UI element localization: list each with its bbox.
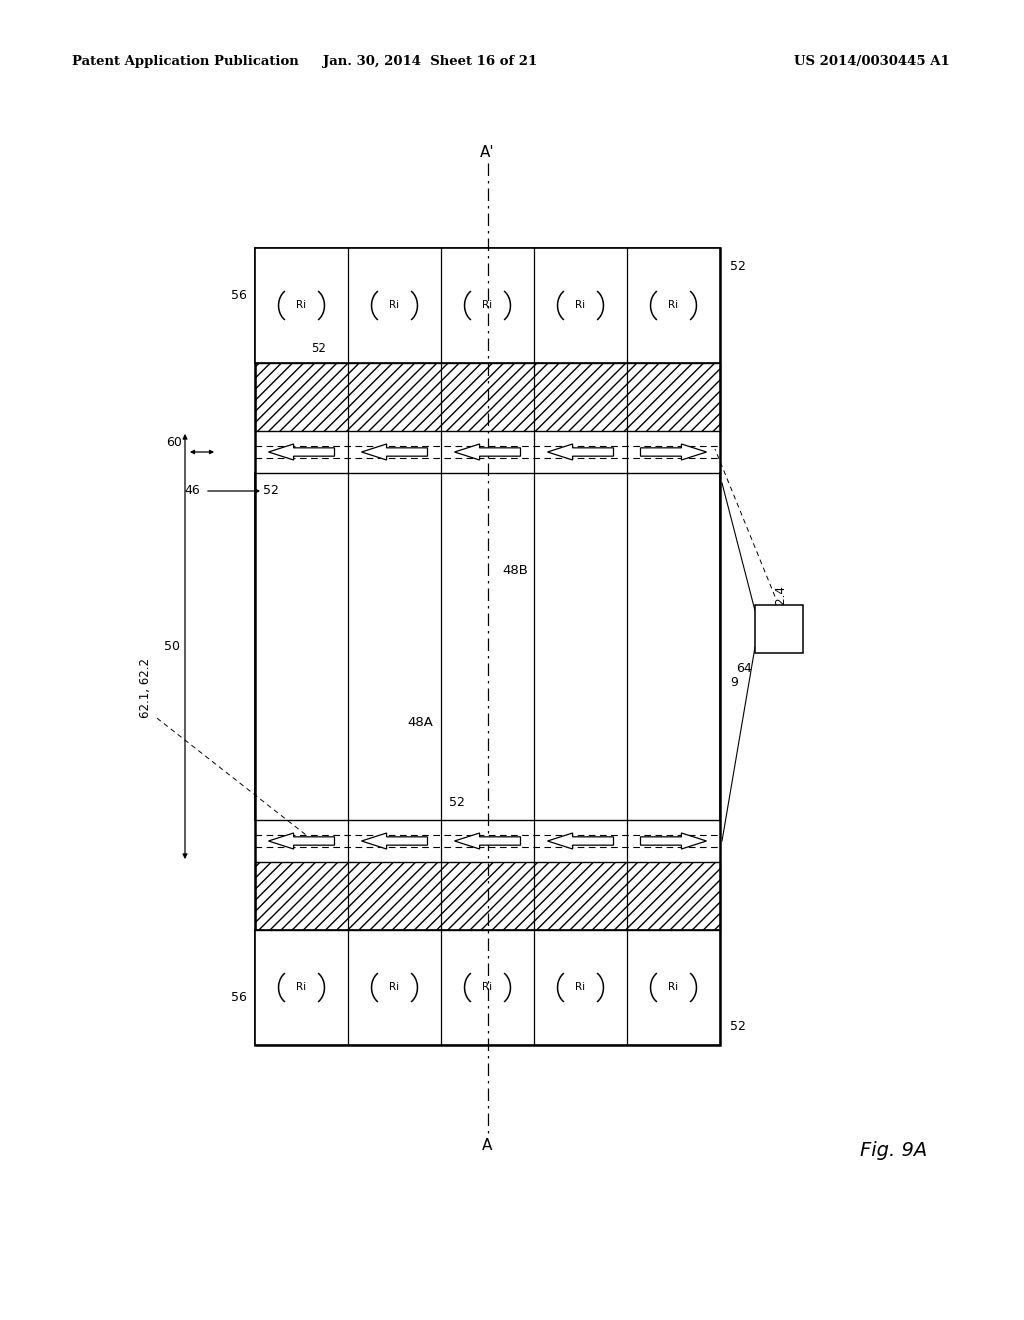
Text: 52: 52	[449, 796, 465, 808]
Bar	[255, 931, 720, 1045]
Text: 56: 56	[231, 991, 247, 1005]
Text: Ri: Ri	[575, 982, 586, 993]
Text: 52: 52	[730, 260, 745, 272]
Text: 56: 56	[231, 289, 247, 302]
Text: Patent Application Publication: Patent Application Publication	[72, 55, 299, 69]
Text: Ri: Ri	[575, 301, 586, 310]
Text: Ri: Ri	[669, 982, 679, 993]
Text: Ri: Ri	[389, 301, 399, 310]
Text: 52: 52	[263, 484, 279, 498]
Text: Ri: Ri	[482, 982, 493, 993]
Polygon shape	[268, 833, 335, 849]
Text: Ri: Ri	[296, 982, 306, 993]
Text: Ri: Ri	[482, 301, 493, 310]
Polygon shape	[361, 444, 427, 459]
Text: Ri: Ri	[669, 301, 679, 310]
Text: 64: 64	[736, 663, 752, 676]
Text: A: A	[482, 1138, 493, 1152]
Text: US 2014/0030445 A1: US 2014/0030445 A1	[795, 55, 950, 69]
Bar	[255, 862, 720, 931]
Text: 52: 52	[311, 342, 326, 355]
Text: 52: 52	[730, 1020, 745, 1034]
Text: 50: 50	[164, 640, 180, 653]
Text: Ri: Ri	[389, 982, 399, 993]
Text: 54: 54	[771, 622, 786, 635]
Text: Ri: Ri	[296, 301, 306, 310]
Text: 48B: 48B	[503, 564, 528, 577]
Text: Jan. 30, 2014  Sheet 16 of 21: Jan. 30, 2014 Sheet 16 of 21	[323, 55, 538, 69]
Text: 48A: 48A	[408, 717, 433, 730]
Text: 60: 60	[166, 436, 182, 449]
Text: 9: 9	[730, 676, 738, 689]
Polygon shape	[268, 444, 335, 459]
Text: 62.1, 62.2: 62.1, 62.2	[138, 659, 152, 718]
Text: Fig. 9A: Fig. 9A	[860, 1140, 928, 1159]
Text: A': A'	[480, 145, 495, 160]
Text: 46: 46	[184, 484, 200, 498]
Bar	[255, 248, 720, 1045]
Bar	[255, 363, 720, 432]
Polygon shape	[455, 444, 520, 459]
Text: 62.3, 62.4: 62.3, 62.4	[775, 586, 788, 647]
Polygon shape	[640, 444, 707, 459]
Polygon shape	[548, 444, 613, 459]
Polygon shape	[640, 833, 707, 849]
Bar	[255, 248, 720, 363]
Polygon shape	[361, 833, 427, 849]
Polygon shape	[455, 833, 520, 849]
Polygon shape	[548, 833, 613, 849]
Bar	[755, 605, 803, 653]
